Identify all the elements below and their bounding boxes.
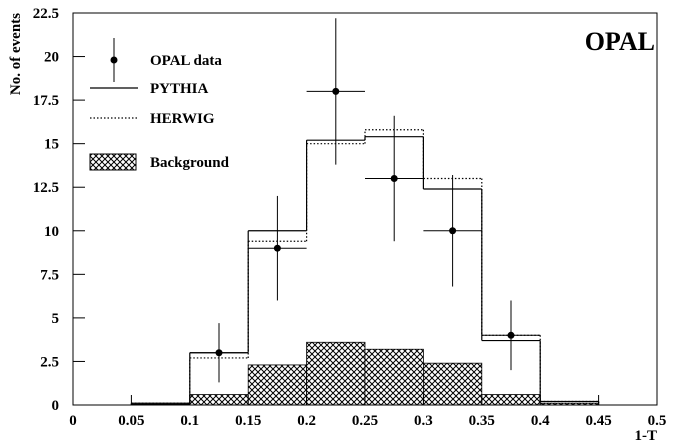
annotation: OPAL <box>585 27 655 56</box>
legend-label: Background <box>150 155 230 171</box>
background-bar <box>247 364 307 406</box>
y-tick-label: 15 <box>44 137 59 153</box>
background-bar <box>422 362 483 406</box>
x-tick-label: 0.4 <box>531 413 550 429</box>
background-bar <box>189 394 249 406</box>
data-point <box>390 175 398 183</box>
legend-marker <box>110 56 118 64</box>
legend-label: HERWIG <box>150 111 215 127</box>
x-tick-label: 0.25 <box>352 413 378 429</box>
data-point <box>215 349 223 357</box>
y-tick-label: 12.5 <box>33 180 59 196</box>
legend-marker <box>89 153 137 171</box>
y-axis-label: No. of events <box>8 13 24 95</box>
x-tick-label: 0.35 <box>469 413 495 429</box>
data-point <box>507 331 515 339</box>
legend-label: OPAL data <box>150 53 222 69</box>
y-tick-label: 0 <box>52 398 60 414</box>
y-tick-label: 10 <box>44 224 59 240</box>
x-tick-label: 0 <box>69 413 77 429</box>
y-tick-label: 7.5 <box>40 267 59 283</box>
x-axis-label: 1-T <box>635 428 658 444</box>
x-tick-label: 0.5 <box>648 413 667 429</box>
x-tick-label: 0.3 <box>414 413 433 429</box>
background-bar <box>364 348 424 406</box>
x-tick-label: 0.45 <box>585 413 611 429</box>
y-tick-label: 5 <box>52 311 60 327</box>
y-tick-label: 20 <box>44 50 59 66</box>
x-tick-label: 0.15 <box>235 413 261 429</box>
legend-label: PYTHIA <box>150 81 209 97</box>
y-tick-label: 17.5 <box>33 93 59 109</box>
x-tick-label: 0.05 <box>118 413 144 429</box>
x-tick-label: 0.2 <box>297 413 316 429</box>
background-bar <box>481 394 541 406</box>
background-bar <box>306 341 366 406</box>
y-tick-label: 22.5 <box>33 6 59 22</box>
data-point <box>332 87 340 95</box>
x-tick-label: 0.1 <box>180 413 199 429</box>
y-tick-label: 2.5 <box>40 354 59 370</box>
data-point <box>273 244 281 252</box>
data-point <box>449 227 457 235</box>
